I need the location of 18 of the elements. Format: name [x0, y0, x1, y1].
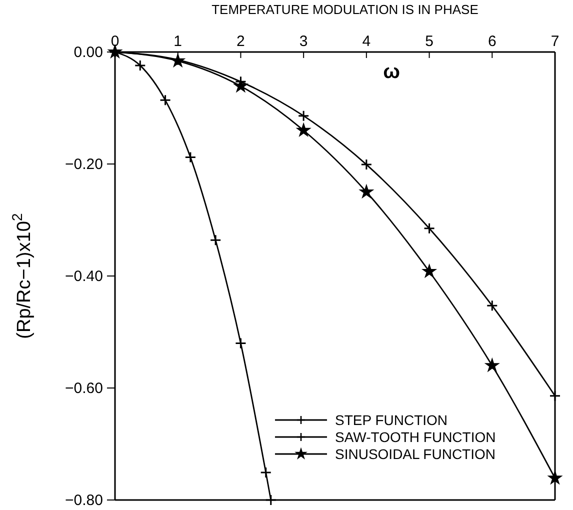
x-tick-label: 3	[299, 33, 308, 50]
y-tick-label: −0.20	[65, 156, 103, 173]
y-tick-label: −0.60	[65, 380, 103, 397]
legend-label: STEP FUNCTION	[335, 412, 448, 428]
chart-title: TEMPERATURE MODULATION IS IN PHASE	[212, 2, 479, 17]
x-tick-label: 6	[488, 33, 496, 50]
x-tick-label: 4	[362, 33, 371, 50]
x-axis-title: ω	[383, 61, 400, 83]
y-tick-label: −0.80	[65, 492, 103, 509]
y-tick-label: 0.00	[74, 44, 103, 61]
x-tick-label: 7	[550, 33, 560, 50]
x-tick-label: 2	[236, 33, 245, 50]
legend-label: SAW-TOOTH FUNCTION	[335, 429, 496, 445]
x-tick-label: 0	[110, 33, 120, 50]
y-tick-label: −0.40	[65, 268, 103, 285]
x-tick-label: 1	[174, 33, 182, 50]
x-tick-label: 5	[425, 33, 434, 50]
legend-label: SINUSOIDAL FUNCTION	[335, 446, 496, 462]
